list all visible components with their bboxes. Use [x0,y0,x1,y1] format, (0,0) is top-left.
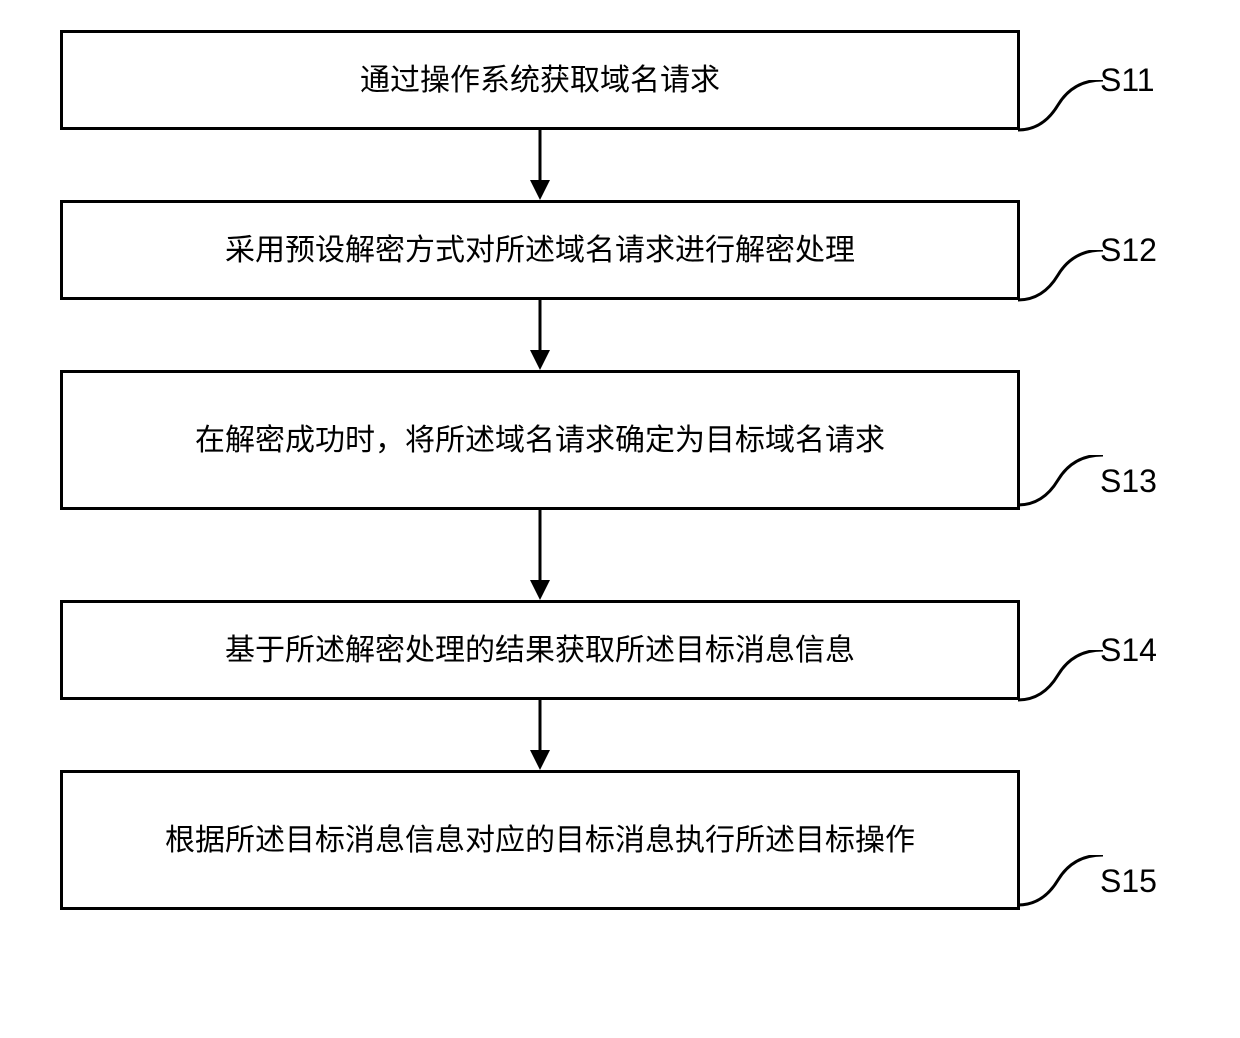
arrow-s12-s13 [60,300,1020,370]
step-label-s13: S13 [1100,463,1157,500]
connector-s12 [1018,250,1108,305]
step-text: 基于所述解密处理的结果获取所述目标消息信息 [225,628,855,673]
step-row-s14: 基于所述解密处理的结果获取所述目标消息信息 S14 [60,600,1180,700]
step-box-s15: 根据所述目标消息信息对应的目标消息执行所述目标操作 [60,770,1020,910]
step-text: 根据所述目标消息信息对应的目标消息执行所述目标操作 [165,818,915,863]
step-label-s14: S14 [1100,632,1157,669]
connector-s11 [1018,80,1108,135]
step-box-s12: 采用预设解密方式对所述域名请求进行解密处理 [60,200,1020,300]
step-text: 采用预设解密方式对所述域名请求进行解密处理 [225,228,855,273]
step-row-s12: 采用预设解密方式对所述域名请求进行解密处理 S12 [60,200,1180,300]
step-text: 通过操作系统获取域名请求 [360,58,720,103]
step-label-s11: S11 [1100,62,1155,99]
connector-s13 [1018,455,1108,510]
arrow-s14-s15 [60,700,1020,770]
step-label-s15: S15 [1100,863,1157,900]
step-row-s15: 根据所述目标消息信息对应的目标消息执行所述目标操作 S15 [60,770,1180,910]
flowchart-container: 通过操作系统获取域名请求 S11 采用预设解密方式对所述域名请求进行解密处理 S… [60,30,1180,910]
step-box-s11: 通过操作系统获取域名请求 [60,30,1020,130]
step-box-s13: 在解密成功时，将所述域名请求确定为目标域名请求 [60,370,1020,510]
connector-s15 [1018,855,1108,910]
connector-s14 [1018,650,1108,705]
step-text: 在解密成功时，将所述域名请求确定为目标域名请求 [195,418,885,463]
step-box-s14: 基于所述解密处理的结果获取所述目标消息信息 [60,600,1020,700]
step-label-s12: S12 [1100,232,1157,269]
arrow-s11-s12 [60,130,1020,200]
arrow-s13-s14 [60,510,1020,600]
step-row-s13: 在解密成功时，将所述域名请求确定为目标域名请求 S13 [60,370,1180,510]
step-row-s11: 通过操作系统获取域名请求 S11 [60,30,1180,130]
